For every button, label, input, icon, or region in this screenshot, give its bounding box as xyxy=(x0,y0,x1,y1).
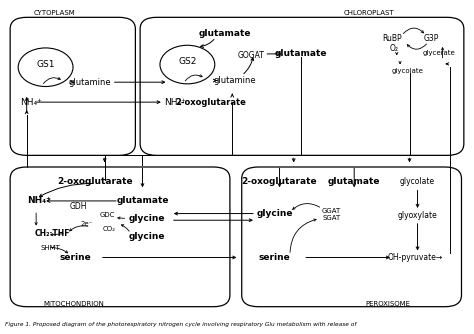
Text: RuBP: RuBP xyxy=(382,34,402,43)
Text: GS2: GS2 xyxy=(178,57,197,66)
Text: 2e⁻: 2e⁻ xyxy=(81,221,93,227)
Text: Figure 1. Proposed diagram of the photorespiratory nitrogen cycle involving resp: Figure 1. Proposed diagram of the photor… xyxy=(5,323,357,328)
Text: O₂: O₂ xyxy=(390,44,399,53)
Text: 2-oxoglutarate: 2-oxoglutarate xyxy=(242,177,318,186)
Text: OH-pyruvate→: OH-pyruvate→ xyxy=(388,253,443,262)
FancyBboxPatch shape xyxy=(242,167,462,307)
Text: G3P: G3P xyxy=(424,34,439,43)
FancyBboxPatch shape xyxy=(140,17,464,155)
Text: glyoxylate: glyoxylate xyxy=(398,211,438,220)
Text: glutamine: glutamine xyxy=(68,78,111,87)
Text: MITOCHONDRION: MITOCHONDRION xyxy=(43,301,104,307)
Text: 2-oxoglutarate: 2-oxoglutarate xyxy=(175,98,246,107)
Text: serine: serine xyxy=(60,253,91,262)
Text: glycine: glycine xyxy=(256,209,293,218)
Text: serine: serine xyxy=(259,253,291,262)
Text: GOGAT: GOGAT xyxy=(238,51,264,60)
Text: GS1: GS1 xyxy=(36,60,55,69)
Text: SGAT: SGAT xyxy=(322,214,341,220)
Text: glycine: glycine xyxy=(129,232,165,241)
Text: glutamate: glutamate xyxy=(274,49,327,58)
Text: CHLOROPLAST: CHLOROPLAST xyxy=(344,10,395,16)
Text: NH₄⁺: NH₄⁺ xyxy=(27,196,50,205)
Text: NH₄⁺: NH₄⁺ xyxy=(164,98,185,107)
FancyBboxPatch shape xyxy=(10,167,230,307)
Text: CH₂·THF: CH₂·THF xyxy=(35,229,70,238)
Text: glutamine: glutamine xyxy=(213,76,256,85)
FancyBboxPatch shape xyxy=(10,17,136,155)
Text: SHMT: SHMT xyxy=(41,245,61,252)
Text: glutamate: glutamate xyxy=(199,29,251,38)
Text: GGAT: GGAT xyxy=(322,208,341,214)
Text: GDH: GDH xyxy=(70,202,87,211)
Text: NH₄⁺: NH₄⁺ xyxy=(20,98,42,107)
Text: glycolate: glycolate xyxy=(391,67,423,73)
Text: GDC: GDC xyxy=(100,212,115,218)
Text: glutamate: glutamate xyxy=(116,196,169,205)
Text: PEROXISOME: PEROXISOME xyxy=(366,301,411,307)
Text: CO₂: CO₂ xyxy=(103,225,116,231)
Text: glutamate: glutamate xyxy=(328,177,381,186)
Text: glycerate: glycerate xyxy=(423,50,456,56)
Text: CYTOPLASM: CYTOPLASM xyxy=(34,10,75,16)
Text: glycolate: glycolate xyxy=(400,177,435,186)
Text: glycine: glycine xyxy=(129,214,165,223)
Text: 2-oxoglutarate: 2-oxoglutarate xyxy=(57,177,133,186)
